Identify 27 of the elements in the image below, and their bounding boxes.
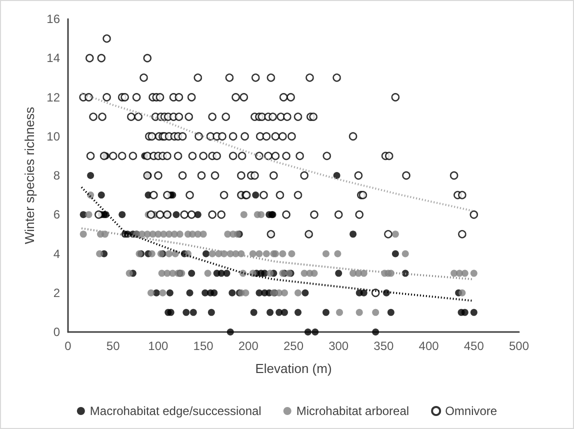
x-tick-label: 50 xyxy=(106,339,120,353)
x-tick-label: 0 xyxy=(64,339,72,353)
y-tick-label: 10 xyxy=(46,129,60,144)
line-series xyxy=(80,227,474,280)
y-tick-label: 2 xyxy=(53,286,60,300)
x-tick-label: 250 xyxy=(283,339,304,353)
x-tick-label: 150 xyxy=(193,339,214,353)
x-tick-label: 200 xyxy=(238,339,259,353)
x-tick-label: 100 xyxy=(148,339,169,353)
y-tick-label: 12 xyxy=(46,90,60,104)
line-series xyxy=(80,186,474,302)
x-tick-label: 400 xyxy=(418,339,440,353)
y-tick-label: 16 xyxy=(46,12,60,26)
x-tick-label: 350 xyxy=(374,339,394,353)
x-axis-title: Elevation (m) xyxy=(255,361,332,376)
x-tick-label: 300 xyxy=(328,339,349,353)
y-tick-label: 8 xyxy=(53,168,60,182)
legend-label: Microhabitat arboreal xyxy=(296,404,410,418)
y-axis-title: Winter species richness xyxy=(22,106,37,244)
legend-label: Omnivore xyxy=(445,404,498,418)
x-tick-label: 500 xyxy=(508,339,530,353)
y-tick-label: 0 xyxy=(53,325,60,339)
y-tick-label: 6 xyxy=(53,208,60,222)
y-tick-label: 4 xyxy=(53,246,60,261)
x-tick-label: 450 xyxy=(464,339,484,353)
legend-label: Macrohabitat edge/successional xyxy=(90,404,262,418)
y-tick-label: 14 xyxy=(46,51,60,66)
